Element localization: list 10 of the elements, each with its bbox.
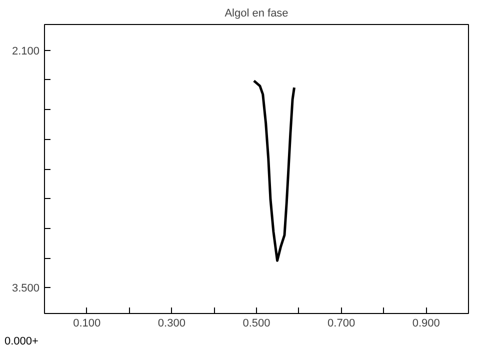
line-series (252, 80, 296, 262)
x-tick-label: 0.500 (242, 318, 270, 330)
x-tick-label: 0.100 (73, 318, 101, 330)
chart-title: Algol en fase (224, 8, 288, 20)
x-tick-label: 0.900 (412, 318, 440, 330)
text: 0.000+ (4, 336, 38, 348)
x-tick-label: 0.700 (328, 318, 356, 330)
x-tick-label: 0.300 (158, 318, 186, 330)
y-tick-label: 2.100 (12, 45, 40, 58)
y-tick-label: 3.500 (12, 282, 40, 295)
